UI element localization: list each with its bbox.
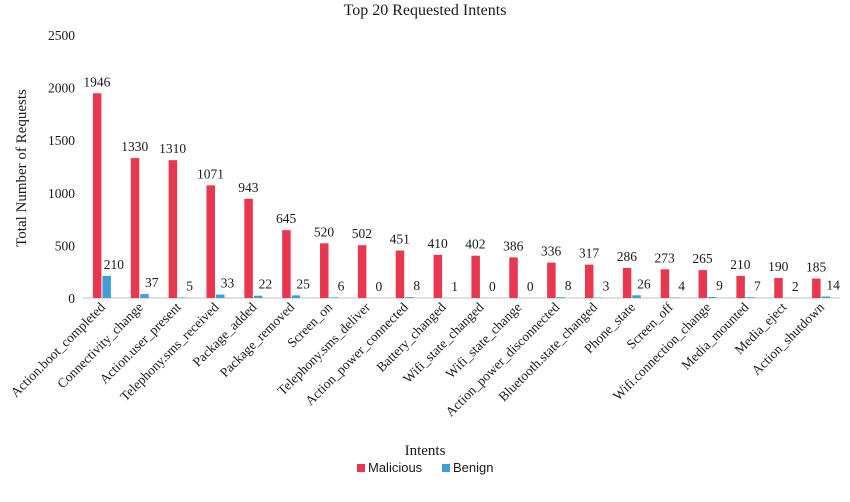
bar-benign bbox=[329, 297, 339, 298]
data-label: 5 bbox=[186, 278, 193, 293]
bars-group bbox=[92, 93, 831, 299]
legend-label: Benign bbox=[453, 460, 493, 475]
data-label: 1946 bbox=[83, 74, 110, 89]
category-labels-group: Action.boot_completedConnectivity_change… bbox=[8, 299, 828, 419]
data-label: 410 bbox=[427, 236, 448, 251]
category-label: Media_mounted bbox=[678, 299, 751, 372]
data-label: 33 bbox=[221, 276, 235, 291]
bar-malicious bbox=[736, 275, 745, 298]
legend-swatch bbox=[357, 464, 365, 472]
data-label: 0 bbox=[527, 279, 534, 294]
bar-benign bbox=[178, 297, 187, 298]
data-label: 2 bbox=[792, 279, 799, 294]
bar-malicious bbox=[244, 198, 253, 298]
bar-malicious bbox=[509, 257, 518, 298]
data-label: 386 bbox=[503, 238, 524, 253]
bar-malicious bbox=[547, 262, 556, 298]
bar-malicious bbox=[622, 267, 632, 298]
bar-benign bbox=[708, 297, 717, 298]
bar-malicious bbox=[168, 160, 178, 298]
data-label: 0 bbox=[376, 279, 383, 294]
data-label: 1 bbox=[451, 279, 458, 294]
bar-benign bbox=[632, 295, 641, 298]
data-label: 0 bbox=[489, 279, 496, 294]
data-label: 402 bbox=[465, 237, 485, 252]
data-label: 22 bbox=[259, 277, 273, 292]
data-label: 3 bbox=[603, 279, 610, 294]
bar-malicious bbox=[433, 254, 443, 298]
data-label: 8 bbox=[413, 278, 420, 293]
data-label: 317 bbox=[579, 246, 600, 261]
bar-malicious bbox=[471, 255, 480, 298]
data-label: 520 bbox=[314, 224, 335, 239]
data-label: 9 bbox=[716, 278, 723, 293]
data-label: 185 bbox=[806, 260, 827, 275]
legend: Malicious Benign bbox=[357, 460, 493, 475]
y-tick-label: 2500 bbox=[48, 28, 75, 43]
data-label: 210 bbox=[730, 257, 751, 272]
data-label: 286 bbox=[617, 249, 638, 264]
y-tick-label: 2000 bbox=[48, 81, 75, 96]
bar-benign bbox=[140, 294, 149, 298]
data-label: 273 bbox=[655, 250, 676, 265]
data-label: 4 bbox=[678, 279, 685, 294]
y-tick-label: 500 bbox=[55, 238, 76, 253]
bar-benign bbox=[405, 297, 414, 298]
bar-malicious bbox=[698, 270, 708, 298]
data-label: 336 bbox=[541, 244, 562, 259]
data-label: 14 bbox=[826, 278, 840, 293]
data-label: 502 bbox=[352, 226, 372, 241]
bar-malicious bbox=[660, 269, 670, 298]
y-tick-label: 1500 bbox=[48, 133, 75, 148]
chart-title: Top 20 Requested Intents bbox=[344, 2, 507, 19]
bar-malicious bbox=[584, 264, 594, 298]
y-axis-ticks: 0 500 1000 1500 2000 2500 bbox=[48, 28, 75, 306]
data-label: 645 bbox=[276, 211, 297, 226]
data-label: 451 bbox=[390, 232, 410, 247]
data-label: 943 bbox=[238, 180, 259, 195]
data-label: 25 bbox=[296, 276, 310, 291]
bar-malicious bbox=[395, 250, 405, 298]
data-label: 190 bbox=[768, 259, 789, 274]
data-label: 1071 bbox=[197, 166, 224, 181]
bar-benign bbox=[215, 294, 225, 298]
bar-malicious bbox=[774, 278, 783, 298]
data-label: 37 bbox=[145, 275, 159, 290]
data-label: 8 bbox=[565, 278, 572, 293]
data-label: 7 bbox=[754, 278, 761, 293]
bar-malicious bbox=[357, 245, 367, 298]
data-label: 1310 bbox=[159, 141, 186, 156]
bar-malicious bbox=[282, 230, 291, 298]
data-label: 1330 bbox=[121, 139, 148, 154]
data-labels-group: 1946210133037131051071339432264525520650… bbox=[83, 74, 840, 294]
y-axis-label: Total Number of Requests bbox=[14, 89, 30, 247]
y-tick-label: 0 bbox=[68, 291, 75, 306]
bar-benign bbox=[253, 295, 263, 298]
bar-malicious bbox=[812, 278, 821, 298]
legend-swatch bbox=[442, 464, 450, 472]
data-label: 6 bbox=[338, 278, 345, 293]
y-tick-label: 1000 bbox=[48, 186, 75, 201]
bar-benign bbox=[556, 297, 566, 298]
bar-benign bbox=[102, 275, 111, 298]
data-label: 210 bbox=[104, 257, 125, 272]
bar-benign bbox=[745, 297, 755, 298]
bar-benign bbox=[291, 295, 301, 298]
x-axis-label: Intents bbox=[405, 443, 446, 459]
data-label: 26 bbox=[637, 276, 651, 291]
bar-malicious bbox=[92, 93, 102, 299]
bar-malicious bbox=[206, 185, 215, 298]
data-label: 265 bbox=[692, 251, 713, 266]
bar-malicious bbox=[320, 243, 329, 298]
legend-label: Malicious bbox=[368, 460, 423, 475]
bar-benign bbox=[821, 296, 831, 298]
bar-malicious bbox=[130, 158, 140, 298]
